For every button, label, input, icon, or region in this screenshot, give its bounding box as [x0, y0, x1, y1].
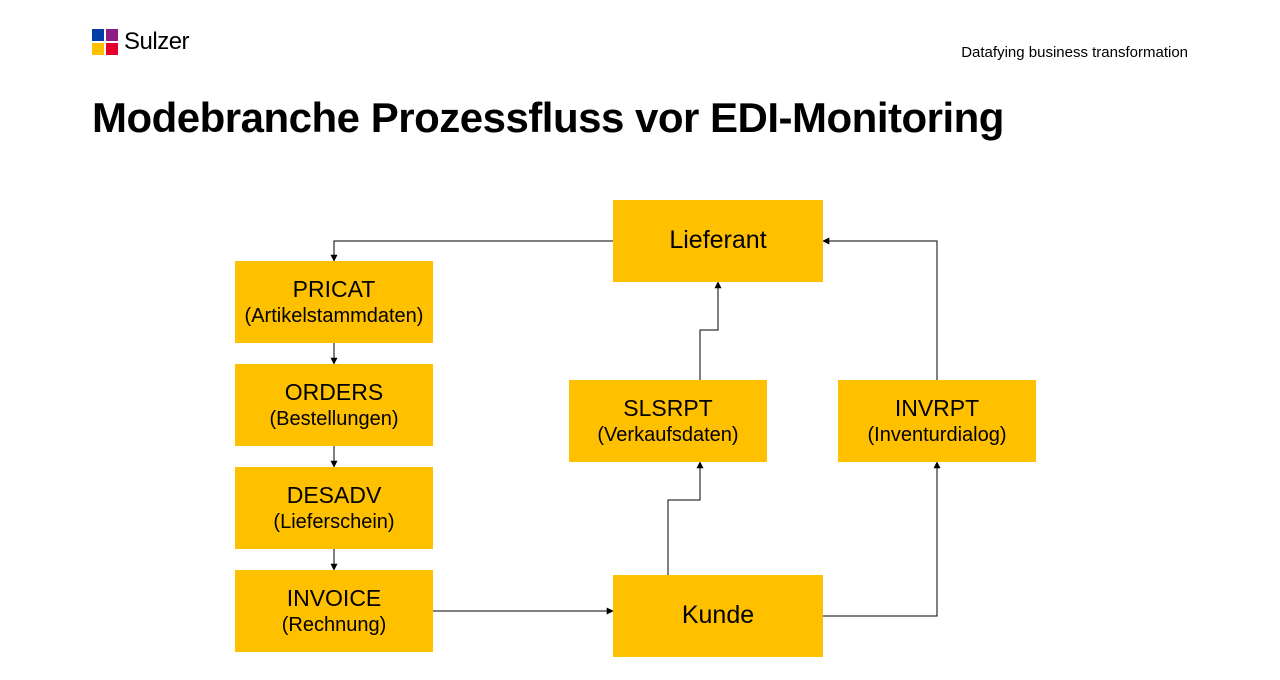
node-label: DESADV [287, 481, 382, 510]
node-invrpt: INVRPT(Inventurdialog) [838, 380, 1036, 462]
node-sublabel: (Rechnung) [282, 613, 387, 638]
node-invoice: INVOICE(Rechnung) [235, 570, 433, 652]
node-label: SLSRPT [623, 394, 712, 423]
node-sublabel: (Artikelstammdaten) [245, 304, 424, 329]
node-lieferant: Lieferant [613, 200, 823, 282]
node-pricat: PRICAT(Artikelstammdaten) [235, 261, 433, 343]
node-sublabel: (Verkaufsdaten) [597, 423, 738, 448]
node-sublabel: (Bestellungen) [270, 407, 399, 432]
edge-kunde-slsrpt [668, 462, 700, 575]
node-label: Lieferant [669, 225, 766, 256]
node-desadv: DESADV(Lieferschein) [235, 467, 433, 549]
node-orders: ORDERS(Bestellungen) [235, 364, 433, 446]
node-label: ORDERS [285, 378, 383, 407]
edge-kunde-invrpt [823, 462, 937, 616]
edge-invrpt-lieferant [823, 241, 937, 380]
process-flow-diagram: Lieferant PRICAT(Artikelstammdaten) ORDERS… [0, 0, 1280, 680]
edge-slsrpt-lieferant [700, 282, 718, 380]
edge-lieferant-pricat [334, 241, 613, 261]
node-label: INVOICE [287, 584, 382, 613]
node-sublabel: (Inventurdialog) [868, 423, 1007, 448]
node-label: INVRPT [895, 394, 979, 423]
node-sublabel: (Lieferschein) [273, 510, 394, 535]
node-label: PRICAT [293, 275, 376, 304]
node-slsrpt: SLSRPT(Verkaufsdaten) [569, 380, 767, 462]
node-kunde: Kunde [613, 575, 823, 657]
node-label: Kunde [682, 600, 754, 631]
